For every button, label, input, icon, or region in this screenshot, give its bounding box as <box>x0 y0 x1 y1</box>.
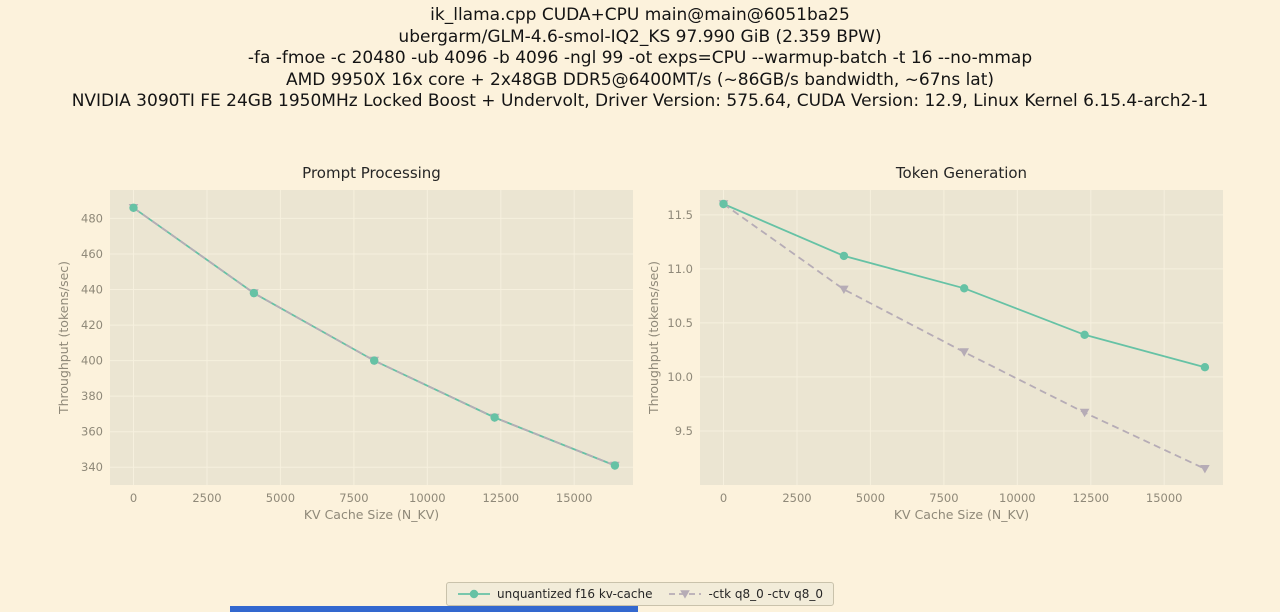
y-tick-label: 380 <box>81 389 103 403</box>
y-tick-label: 400 <box>81 354 103 368</box>
y-tick-label: 10.0 <box>667 370 693 384</box>
x-tick-label: 7500 <box>929 491 958 505</box>
legend-sample-marker <box>680 590 691 599</box>
series-marker-triangle <box>839 285 849 294</box>
series-marker-circle <box>1200 363 1210 372</box>
legend-label-q8: -ctk q8_0 -ctv q8_0 <box>708 587 823 601</box>
legend: unquantized f16 kv-cache -ctk q8_0 -ctv … <box>446 582 834 606</box>
series-marker-circle <box>610 461 620 470</box>
x-tick-label: 2500 <box>782 491 811 505</box>
legend-item-f16: unquantized f16 kv-cache <box>457 586 652 602</box>
series-marker-triangle <box>1200 465 1210 474</box>
y-tick-label: 420 <box>81 318 103 332</box>
legend-sample-marker <box>469 589 479 599</box>
x-axis-label: KV Cache Size (N_KV) <box>304 507 439 522</box>
series-marker-triangle <box>959 348 969 357</box>
x-tick-label: 5000 <box>856 491 885 505</box>
x-tick-label: 12500 <box>1073 491 1110 505</box>
legend-line-sample-f16-icon <box>458 589 490 599</box>
y-axis-label: Throughput (tokens/sec) <box>646 261 661 415</box>
x-tick-label: 15000 <box>556 491 593 505</box>
series-marker-circle <box>719 199 728 209</box>
x-tick-label: 0 <box>130 491 137 505</box>
series-marker-circle <box>370 356 379 365</box>
y-tick-label: 10.5 <box>667 316 693 330</box>
y-tick-label: 11.5 <box>667 208 693 222</box>
series-marker-circle <box>249 288 259 298</box>
header-line-gpu: NVIDIA 3090TI FE 24GB 1950MHz Locked Boo… <box>71 91 1209 111</box>
x-tick-label: 10000 <box>999 491 1036 505</box>
header-line-build: ik_llama.cpp CUDA+CPU main@main@6051ba25 <box>430 5 850 25</box>
y-tick-label: 9.5 <box>675 424 693 438</box>
header-line-flags: -fa -fmoe -c 20480 -ub 4096 -b 4096 -ngl… <box>247 48 1033 68</box>
legend-label-f16: unquantized f16 kv-cache <box>497 587 653 601</box>
y-tick-label: 360 <box>81 425 103 439</box>
legend-line-sample-q8-icon <box>669 590 702 599</box>
series-marker-circle <box>1080 330 1089 339</box>
series-marker-triangle <box>1079 408 1090 418</box>
series-marker-circle <box>129 203 138 212</box>
y-tick-label: 460 <box>81 247 103 261</box>
x-tick-label: 12500 <box>483 491 520 505</box>
x-tick-label: 2500 <box>192 491 221 505</box>
bottom-blue-strip <box>230 606 638 612</box>
x-tick-label: 10000 <box>409 491 446 505</box>
figure-header: ik_llama.cpp CUDA+CPU main@main@6051ba25… <box>0 5 1280 113</box>
axes-background <box>110 190 633 485</box>
series-line <box>132 207 616 467</box>
y-tick-label: 340 <box>81 460 103 474</box>
x-tick-label: 7500 <box>339 491 368 505</box>
header-line-model: ubergarm/GLM-4.6-smol-IQ2_KS 97.990 GiB … <box>398 26 882 47</box>
header-line-cpu: AMD 9950X 16x core + 2x48GB DDR5@6400MT/… <box>285 69 995 90</box>
x-tick-label: 15000 <box>1146 491 1183 505</box>
series-marker-circle <box>490 413 499 422</box>
chart-title: Prompt Processing <box>302 164 441 182</box>
series-marker-circle <box>839 251 849 261</box>
x-axis-label: KV Cache Size (N_KV) <box>894 507 1029 522</box>
series-marker-circle <box>960 284 969 293</box>
y-tick-label: 480 <box>81 211 103 225</box>
legend-item-q8: -ctk q8_0 -ctv q8_0 <box>668 586 823 602</box>
chart-title: Token Generation <box>895 164 1027 182</box>
y-axis-label: Throughput (tokens/sec) <box>56 261 71 415</box>
y-tick-label: 11.0 <box>667 262 693 276</box>
x-tick-label: 5000 <box>266 491 295 505</box>
series-line <box>722 203 1206 470</box>
y-tick-label: 440 <box>81 283 103 297</box>
x-tick-label: 0 <box>720 491 727 505</box>
